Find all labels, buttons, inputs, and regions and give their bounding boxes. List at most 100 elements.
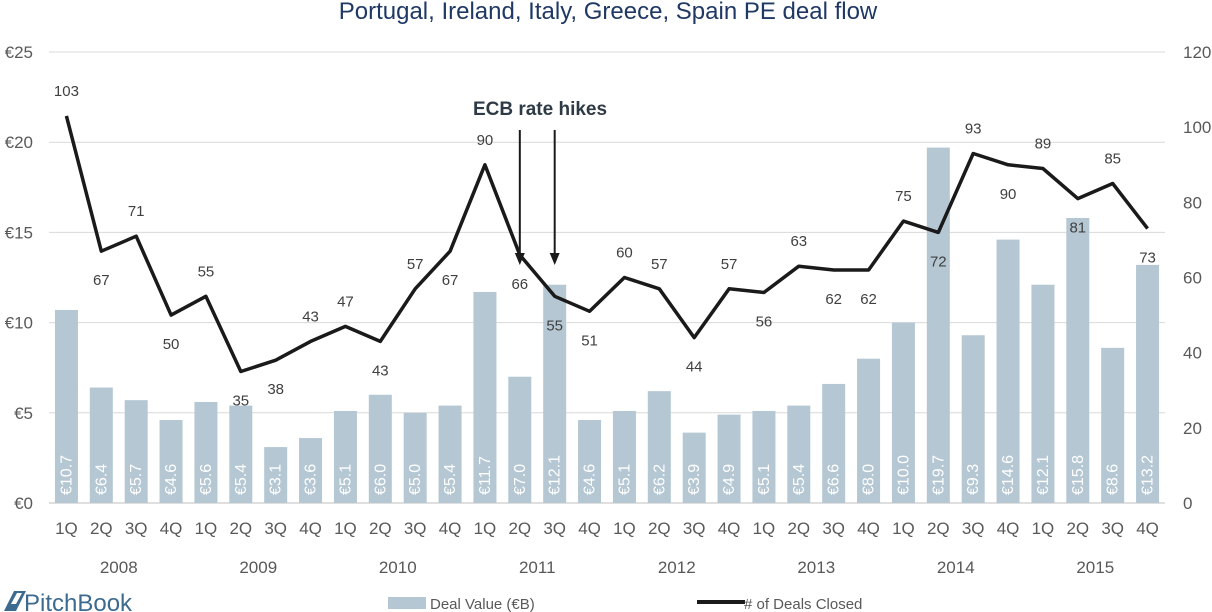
pitchbook-logo-icon bbox=[4, 591, 26, 611]
left-tick-label: €10 bbox=[5, 314, 33, 333]
deal-value-label: €6.6 bbox=[826, 464, 843, 495]
deals-closed-label: 67 bbox=[93, 272, 110, 289]
quarter-tick-label: 4Q bbox=[439, 519, 462, 538]
year-tick-label: 2010 bbox=[379, 558, 417, 577]
right-tick-label: 120 bbox=[1183, 43, 1211, 62]
deal-value-bar bbox=[403, 412, 427, 503]
quarter-tick-label: 3Q bbox=[404, 519, 427, 538]
deal-value-bar bbox=[89, 387, 113, 503]
deals-closed-label: 43 bbox=[372, 362, 389, 379]
deals-closed-label: 90 bbox=[477, 132, 494, 149]
right-tick-label: 0 bbox=[1183, 494, 1192, 513]
quarter-tick-label: 1Q bbox=[892, 519, 915, 538]
quarter-tick-label: 1Q bbox=[195, 519, 218, 538]
deals-closed-series-line bbox=[64, 115, 1149, 374]
deals-closed-label: 57 bbox=[407, 256, 424, 273]
quarter-tick-label: 3Q bbox=[683, 519, 706, 538]
deal-value-label: €19.7 bbox=[930, 455, 947, 495]
deal-value-label: €10.7 bbox=[58, 455, 75, 495]
deal-value-label: €15.8 bbox=[1070, 455, 1087, 495]
left-tick-label: €25 bbox=[5, 43, 33, 62]
deals-closed-label: 56 bbox=[756, 314, 773, 331]
deal-value-bar bbox=[1101, 347, 1125, 503]
quarter-tick-label: 2Q bbox=[369, 519, 392, 538]
year-tick-label: 2011 bbox=[519, 558, 556, 577]
deal-value-bar bbox=[368, 394, 392, 503]
deal-value-label: €5.7 bbox=[128, 464, 145, 495]
x-axis-quarter-ticks: 1Q 2Q 3Q 4Q 1Q 2Q 3Q 4Q 1Q 2Q 3Q 4Q 1Q 2Q 3Q 4Q 1Q 2Q 3Q 4Q… bbox=[55, 519, 1159, 538]
deal-value-labels: €10.7 €6.4 €5.7 €4.6 €5.6 €5.4 €3.1 €3.6 €5.1 €6.… bbox=[58, 455, 1156, 495]
deals-closed-label: 62 bbox=[825, 291, 842, 308]
deals-closed-label: 90 bbox=[1000, 186, 1017, 203]
quarter-tick-label: 4Q bbox=[718, 519, 741, 538]
deal-value-label: €6.4 bbox=[93, 464, 110, 495]
deals-closed-label: 81 bbox=[1069, 220, 1086, 237]
quarter-tick-label: 2Q bbox=[90, 519, 113, 538]
deal-value-bar bbox=[159, 420, 183, 503]
quarter-tick-label: 3Q bbox=[822, 519, 845, 538]
deal-value-bar bbox=[54, 309, 78, 503]
deal-value-label: €11.7 bbox=[477, 456, 494, 495]
quarter-tick-label: 3Q bbox=[125, 519, 148, 538]
year-tick-label: 2012 bbox=[658, 558, 696, 577]
deal-value-label: €10.0 bbox=[895, 455, 912, 495]
deal-value-label: €5.4 bbox=[233, 464, 250, 495]
legend-bar-label: Deal Value (€B) bbox=[430, 596, 535, 612]
deal-value-bar bbox=[857, 358, 881, 503]
deal-value-bar bbox=[612, 410, 636, 503]
deals-closed-labels: 103 67 71 50 55 35 38 43 47 43 57 67 90 66 55 51 60 57 44 5… bbox=[54, 83, 1156, 410]
deals-closed-label: 66 bbox=[511, 276, 528, 293]
quarter-tick-label: 1Q bbox=[753, 519, 776, 538]
deal-value-label: €6.0 bbox=[372, 464, 389, 495]
deal-value-bar bbox=[333, 410, 357, 503]
x-axis-year-ticks: 2008 2009 2010 2011 2012 2013 2014 2015 bbox=[100, 558, 1114, 577]
deals-closed-label: 89 bbox=[1035, 136, 1052, 153]
chart-title: Portugal, Ireland, Italy, Greece, Spain … bbox=[339, 0, 878, 25]
ecb-annotation: ECB rate hikes bbox=[473, 99, 607, 265]
ecb-arrow-head bbox=[514, 253, 525, 265]
legend-bar-swatch bbox=[388, 597, 426, 609]
deals-closed-label: 63 bbox=[790, 233, 807, 250]
deal-value-bar bbox=[264, 447, 288, 503]
deals-closed-label: 85 bbox=[1104, 151, 1121, 168]
deals-closed-label: 43 bbox=[302, 308, 319, 325]
deal-value-label: €8.0 bbox=[861, 464, 878, 495]
deals-closed-label: 73 bbox=[1139, 250, 1156, 267]
deal-value-bar bbox=[787, 405, 811, 503]
deals-closed-label: 38 bbox=[267, 381, 284, 398]
deals-closed-label: 55 bbox=[198, 263, 215, 280]
quarter-tick-label: 2Q bbox=[927, 519, 950, 538]
deal-value-label: €5.1 bbox=[616, 464, 633, 495]
deal-value-bar bbox=[647, 391, 671, 503]
deal-value-label: €9.3 bbox=[965, 464, 982, 495]
quarter-tick-label: 2Q bbox=[508, 519, 531, 538]
legend: Deal Value (€B) # of Deals Closed bbox=[388, 596, 862, 612]
deal-value-label: €13.2 bbox=[1140, 455, 1157, 495]
ecb-annotation-text: ECB rate hikes bbox=[473, 99, 607, 120]
right-tick-label: 80 bbox=[1183, 193, 1202, 212]
deal-value-bar bbox=[229, 405, 253, 503]
deal-value-bar bbox=[1031, 284, 1055, 503]
deal-value-bar bbox=[961, 335, 985, 503]
deals-closed-label: 55 bbox=[546, 317, 563, 334]
year-tick-label: 2014 bbox=[937, 558, 975, 577]
quarter-tick-label: 1Q bbox=[613, 519, 636, 538]
year-tick-label: 2013 bbox=[797, 558, 835, 577]
deals-closed-label: 35 bbox=[232, 392, 249, 409]
deal-value-label: €4.6 bbox=[163, 464, 180, 495]
deal-value-bar bbox=[578, 420, 602, 503]
deal-value-bar bbox=[996, 239, 1020, 503]
right-tick-label: 60 bbox=[1183, 269, 1202, 288]
deal-value-bar bbox=[1066, 217, 1090, 503]
deal-value-label: €3.1 bbox=[268, 464, 285, 495]
legend-line-label: # of Deals Closed bbox=[744, 596, 862, 612]
year-tick-label: 2009 bbox=[239, 558, 277, 577]
quarter-tick-label: 4Q bbox=[857, 519, 880, 538]
deal-value-bar bbox=[891, 322, 915, 503]
ecb-arrow-head bbox=[549, 253, 560, 265]
deal-value-bar bbox=[1136, 264, 1160, 503]
quarter-tick-label: 3Q bbox=[962, 519, 985, 538]
right-tick-label: 100 bbox=[1183, 118, 1211, 137]
quarter-tick-label: 4Q bbox=[1136, 519, 1159, 538]
